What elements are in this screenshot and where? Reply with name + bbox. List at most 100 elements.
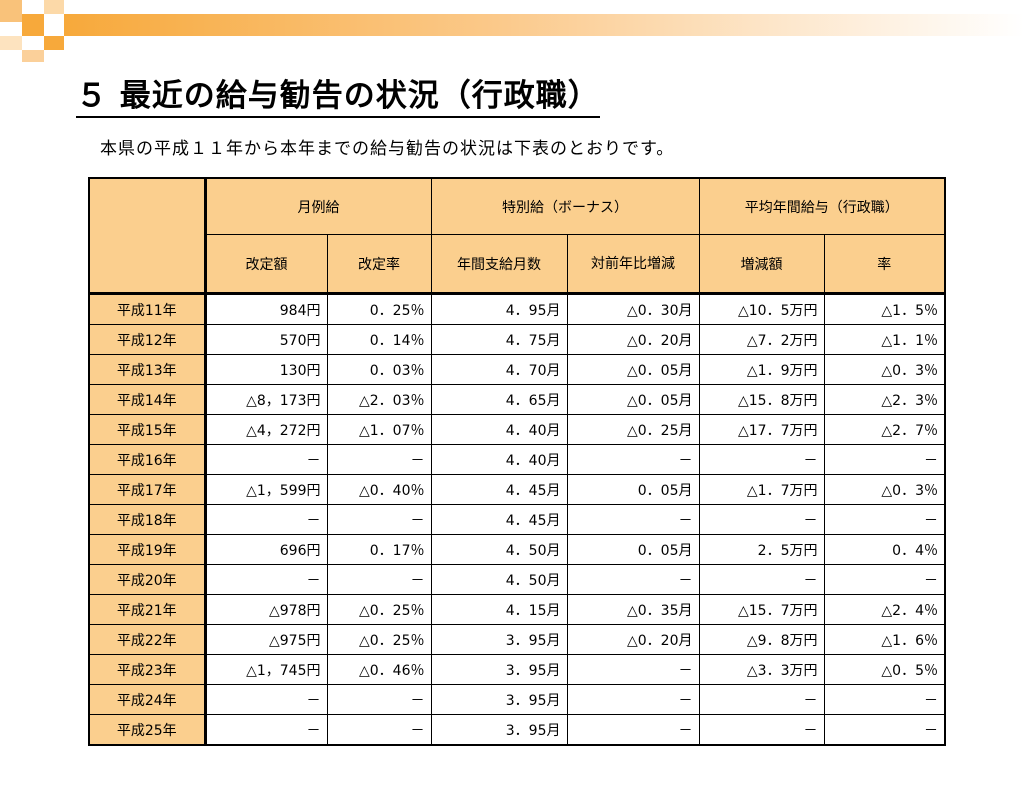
row-year-label: 平成12年 [88, 324, 207, 355]
row-year-label: 平成23年 [88, 654, 207, 685]
row-year-label: 平成16年 [88, 444, 207, 475]
table-cell: － [823, 684, 946, 715]
table-cell: 4．45月 [430, 474, 568, 505]
table-cell: △2．4％ [823, 594, 946, 625]
table-cell: △1．9万円 [698, 354, 825, 385]
table-cell: △2．03％ [326, 384, 432, 415]
table-cell: － [566, 714, 700, 746]
table-cell: △0．3％ [823, 474, 946, 505]
table-cell: △1．5％ [823, 293, 946, 325]
table-cell: △1．7万円 [698, 474, 825, 505]
salary-recommendation-table: 月例給 特別給（ボーナス） 平均年間給与（行政職） 改定額 改定率 年間支給月数… [88, 177, 946, 746]
table-cell: － [823, 444, 946, 475]
table-row: 平成22年 △975円 △0．25％ 3．95月 △0．20月 △9．8万円 △1．6％ [88, 624, 946, 655]
header-square [44, 36, 64, 50]
row-year-label: 平成24年 [88, 684, 207, 715]
table-cell: 0．17％ [326, 534, 432, 565]
table-cell: 4．95月 [430, 293, 568, 325]
table-subheader-row: 改定額 改定率 年間支給月数 対前年比増減 増減額 率 [89, 234, 946, 295]
table-cell: △0．25％ [326, 624, 432, 655]
header-square [22, 14, 44, 36]
row-year-label: 平成19年 [88, 534, 207, 565]
column-header: 年間支給月数 [430, 234, 568, 295]
table-cell: 696円 [204, 534, 328, 565]
group-header-bonus: 特別給（ボーナス） [430, 177, 700, 235]
row-year-label: 平成15年 [88, 414, 207, 445]
table-row: 平成15年 △4，272円 △1．07％ 4．40月 △0．25月 △17．7万円 △2．7… [88, 414, 946, 445]
table-cell: － [204, 684, 328, 715]
table-row: 平成14年 △8，173円 △2．03％ 4．65月 △0．05月 △15．8万円 △2．3… [88, 384, 946, 415]
table-cell: △1．1％ [823, 324, 946, 355]
table-cell: － [204, 444, 328, 475]
table-row: 平成24年－－ 3．95月－－－ [88, 684, 946, 715]
table-cell: 4．15月 [430, 594, 568, 625]
table-cell: － [326, 504, 432, 535]
column-header: 率 [823, 234, 946, 295]
column-header: 増減額 [698, 234, 825, 295]
table-row: 平成11年 984円 0．25％ 4．95月 △0．30月 △10．5万円 △1．5％ [88, 293, 946, 325]
table-cell: － [566, 684, 700, 715]
table-cell: 3．95月 [430, 654, 568, 685]
table-cell: 4．50月 [430, 564, 568, 595]
table-row: 平成20年－－ 4．50月－－－ [88, 564, 946, 595]
table-cell: 570円 [204, 324, 328, 355]
table-cell: △0．25月 [566, 414, 700, 445]
table-cell: △15．7万円 [698, 594, 825, 625]
table-cell: △0．20月 [566, 624, 700, 655]
row-year-label: 平成18年 [88, 504, 207, 535]
table-cell: － [566, 504, 700, 535]
table-cell: 4．40月 [430, 444, 568, 475]
table-row: 平成21年 △978円 △0．25％ 4．15月 △0．35月 △15．7万円 △2．4％ [88, 594, 946, 625]
table-cell: △1．6％ [823, 624, 946, 655]
table-cell: 4．70月 [430, 354, 568, 385]
page-title: ５ 最近の給与勧告の状況（行政職） [76, 76, 600, 118]
table-cell: △0．3％ [823, 354, 946, 385]
table-cell: 4．75月 [430, 324, 568, 355]
table-cell: 4．40月 [430, 414, 568, 445]
table-row: 平成13年 130円 0．03％ 4．70月 △0．05月 △1．9万円 △0．3％ [88, 354, 946, 385]
table-corner-cell [88, 177, 207, 295]
column-header: 改定額 [204, 234, 328, 295]
table-row: 平成23年 △1，745円 △0．46％ 3．95月－ △3．3万円 △0．5％ [88, 654, 946, 685]
table-cell: △1．07％ [326, 414, 432, 445]
table-cell: △0．46％ [326, 654, 432, 685]
table-cell: 0．05月 [566, 474, 700, 505]
table-cell: 0．4％ [823, 534, 946, 565]
table-cell: － [326, 714, 432, 746]
row-year-label: 平成22年 [88, 624, 207, 655]
table-row: 平成12年 570円 0．14％ 4．75月 △0．20月 △7．2万円 △1．1％ [88, 324, 946, 355]
table-cell: △975円 [204, 624, 328, 655]
header-square [22, 50, 44, 62]
table-cell: － [698, 444, 825, 475]
table-cell: 3．95月 [430, 714, 568, 746]
table-cell: △8，173円 [204, 384, 328, 415]
table-cell: △3．3万円 [698, 654, 825, 685]
table-cell: 4．65月 [430, 384, 568, 415]
row-year-label: 平成11年 [88, 293, 207, 325]
header-gradient-bar [64, 14, 1024, 36]
table-cell: － [823, 714, 946, 746]
table-row: 平成16年－－ 4．40月－－－ [88, 444, 946, 475]
header-square [0, 0, 22, 22]
table-cell: △1，599円 [204, 474, 328, 505]
table-cell: △9．8万円 [698, 624, 825, 655]
table-row: 平成19年 696円 0．17％ 4．50月 0．05月 2．5万円 0．4％ [88, 534, 946, 565]
table-cell: △0．25％ [326, 594, 432, 625]
column-header: 対前年比増減 [566, 234, 700, 295]
table-cell: 0．25％ [326, 293, 432, 325]
header-square [44, 0, 64, 14]
table-cell: △0．35月 [566, 594, 700, 625]
table-cell: 2．5万円 [698, 534, 825, 565]
table-cell: △2．7％ [823, 414, 946, 445]
group-header-monthly: 月例給 [204, 177, 432, 235]
table-cell: － [698, 504, 825, 535]
table-cell: △0．40％ [326, 474, 432, 505]
table-cell: △17．7万円 [698, 414, 825, 445]
table-cell: － [204, 714, 328, 746]
table-cell: － [698, 714, 825, 746]
table-cell: △0．05月 [566, 354, 700, 385]
table-cell: 130円 [204, 354, 328, 385]
table-cell: － [204, 504, 328, 535]
table-cell: △1，745円 [204, 654, 328, 685]
table-cell: △15．8万円 [698, 384, 825, 415]
